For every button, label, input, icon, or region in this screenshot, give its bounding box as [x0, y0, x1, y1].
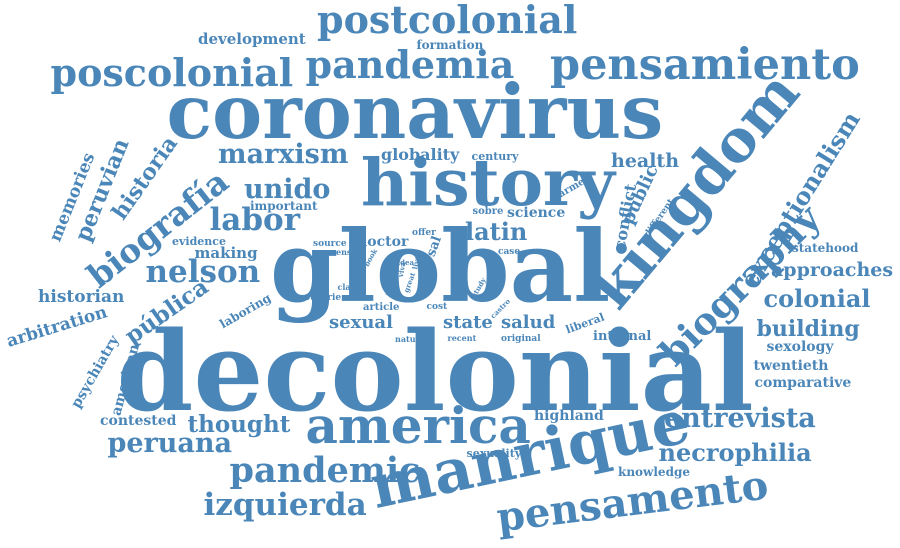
word-original: original — [501, 333, 541, 344]
word-colonial: colonial — [763, 284, 871, 313]
word-coronavirus: coronavirus — [166, 67, 664, 156]
word-contested: contested — [100, 413, 177, 429]
word-development: development — [198, 29, 306, 48]
word-decolonial: decolonial — [116, 307, 754, 436]
word-statehood: statehood — [792, 241, 859, 255]
word-idea: idea — [397, 257, 415, 267]
word-unido: unido — [244, 173, 331, 205]
word-pandemia: pandemia — [305, 42, 515, 87]
word-global: global — [270, 210, 611, 325]
word-source: source — [313, 238, 347, 249]
word-globality: globality — [381, 145, 460, 164]
word-sobre: sobre — [472, 206, 504, 217]
word-internal: internal — [593, 328, 652, 344]
word-entrevista: entrevista — [664, 402, 816, 434]
word-century: century — [471, 149, 519, 163]
word-twentieth: twentieth — [753, 358, 829, 374]
word-cost: cost — [426, 301, 448, 312]
word-labor: labor — [209, 201, 301, 238]
word-pensamiento: pensamiento — [550, 39, 860, 90]
word-postcolonial: postcolonial — [317, 0, 578, 42]
word-recent: recent — [447, 333, 477, 343]
word-evidence: evidence — [172, 234, 226, 248]
word-state: state — [443, 312, 493, 333]
word-historian: historian — [38, 286, 125, 307]
word-approaches: approaches — [771, 258, 894, 281]
word-highland: highland — [534, 408, 604, 424]
word-important: important — [250, 199, 318, 213]
word-offer: offer — [412, 227, 436, 238]
word-pandemic: pandemic — [229, 449, 421, 491]
word-history: history — [361, 144, 615, 221]
word-sexuality: sexuality — [466, 446, 522, 460]
word-building: building — [756, 316, 860, 342]
word-science: science — [507, 205, 566, 221]
word-arbitration: arbitration — [4, 301, 110, 352]
word-sexual: sexual — [329, 312, 393, 333]
word-necrophilia: necrophilia — [658, 438, 812, 467]
word-case: case — [498, 246, 521, 257]
word-sexology: sexology — [766, 339, 834, 355]
word-article: article — [363, 302, 400, 313]
word-nature: nature — [395, 334, 425, 344]
word-poscolonial: poscolonial — [50, 50, 294, 95]
word-countrie: countrie — [298, 292, 342, 303]
word-knowledge: knowledge — [618, 465, 690, 479]
word-health: health — [611, 149, 680, 172]
word-making: making — [194, 243, 258, 262]
word-sense: sense — [331, 247, 357, 257]
word-america: america — [305, 396, 531, 455]
word-thought: thought — [187, 410, 291, 438]
word-marxism: marxism — [218, 138, 349, 170]
word-salud: salud — [501, 312, 556, 333]
word-izquierda: izquierda — [203, 486, 367, 523]
word-claim: claim — [337, 282, 363, 292]
word-formation: formation — [416, 38, 484, 52]
word-doctor: doctor — [357, 234, 409, 250]
word-nelson: nelson — [145, 253, 261, 290]
word-comparative: comparative — [754, 375, 852, 391]
word-latin: latin — [465, 217, 528, 246]
word-peruana: peruana — [107, 427, 233, 459]
